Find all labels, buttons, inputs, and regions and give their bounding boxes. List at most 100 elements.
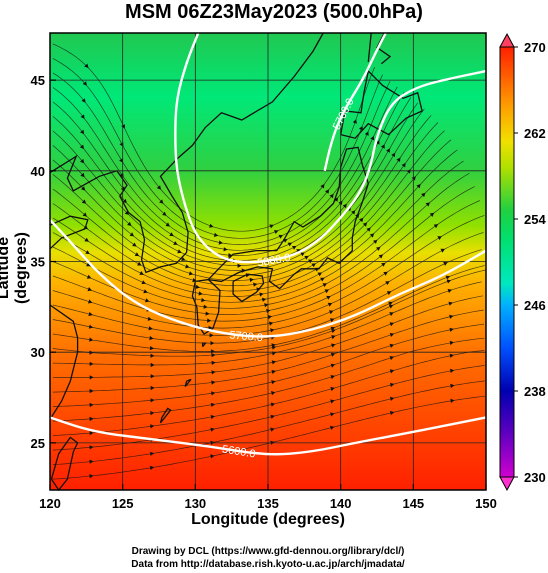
wind-arrow bbox=[389, 322, 394, 327]
wind-arrow bbox=[366, 227, 371, 232]
wind-arrow bbox=[330, 352, 336, 357]
wind-arrow bbox=[149, 465, 155, 470]
wind-arrow bbox=[80, 129, 85, 135]
wind-arrow bbox=[149, 346, 154, 351]
wind-arrow bbox=[84, 63, 89, 68]
wind-arrow bbox=[119, 158, 124, 163]
wind-arrow bbox=[122, 198, 127, 204]
wind-arrow bbox=[165, 222, 170, 227]
streamline bbox=[52, 139, 452, 292]
x-axis-label: Longitude (degrees) bbox=[191, 511, 345, 528]
wind-arrow bbox=[362, 222, 368, 227]
wind-arrow bbox=[389, 396, 395, 401]
contour-line bbox=[49, 218, 487, 338]
wind-arrow bbox=[169, 232, 174, 237]
wind-arrow bbox=[331, 335, 336, 340]
wind-arrow bbox=[89, 459, 94, 464]
wind-arrow bbox=[150, 353, 155, 358]
wind-arrow bbox=[376, 246, 381, 251]
wind-arrow bbox=[389, 356, 394, 361]
streamline bbox=[52, 72, 391, 245]
wind-arrow bbox=[388, 304, 394, 309]
contour-line bbox=[174, 32, 487, 264]
colorbar-tick-label: 270 bbox=[524, 40, 546, 55]
streamline bbox=[52, 43, 375, 232]
streamline bbox=[52, 309, 484, 393]
wind-arrow bbox=[351, 210, 356, 215]
wind-arrow bbox=[87, 287, 92, 292]
wind-arrow bbox=[396, 157, 401, 162]
coastline bbox=[159, 407, 172, 424]
wind-arrow bbox=[84, 237, 89, 242]
wind-arrow bbox=[150, 411, 155, 416]
streamline bbox=[52, 337, 485, 422]
wind-arrow bbox=[210, 414, 215, 420]
contour-line bbox=[323, 32, 387, 172]
coastline bbox=[184, 378, 192, 388]
streamline bbox=[52, 186, 475, 315]
wind-arrow bbox=[271, 369, 276, 375]
wind-arrow bbox=[389, 410, 395, 416]
wind-arrow bbox=[334, 197, 339, 202]
wind-arrow bbox=[150, 374, 155, 379]
wind-arrow bbox=[89, 375, 94, 380]
wind-arrow bbox=[88, 299, 93, 304]
wind-arrow bbox=[287, 242, 293, 247]
y-tick-label: 25 bbox=[31, 436, 45, 451]
wind-arrow bbox=[449, 327, 454, 332]
wind-arrow bbox=[141, 280, 146, 285]
wind-arrow bbox=[150, 398, 155, 403]
wind-arrow bbox=[389, 312, 394, 317]
wind-arrow bbox=[271, 343, 276, 348]
wind-arrow bbox=[89, 388, 94, 394]
wind-arrow bbox=[210, 454, 215, 459]
wind-arrow bbox=[209, 223, 214, 228]
streamline bbox=[52, 102, 418, 266]
wind-arrow bbox=[80, 172, 85, 178]
wind-arrow bbox=[129, 232, 134, 237]
wind-arrow bbox=[330, 412, 335, 417]
wind-arrow bbox=[188, 271, 194, 276]
wind-arrow bbox=[364, 131, 369, 136]
map-title: MSM 06Z23May2023 (500.0hPa) bbox=[125, 1, 423, 23]
wind-arrow bbox=[270, 414, 275, 419]
wind-arrow bbox=[429, 212, 435, 217]
wind-arrow bbox=[85, 250, 90, 254]
wind-arrow bbox=[425, 202, 430, 207]
colorbar-top-arrow bbox=[499, 32, 515, 48]
wind-arrow bbox=[81, 186, 86, 191]
wind-arrow bbox=[207, 318, 212, 323]
wind-arrow bbox=[150, 451, 155, 456]
coastline bbox=[49, 154, 118, 192]
wind-arrow bbox=[269, 321, 274, 326]
wind-arrow bbox=[80, 158, 85, 164]
coastline bbox=[191, 278, 221, 335]
wind-arrow bbox=[198, 291, 203, 296]
colorbar-tick-label: 254 bbox=[524, 212, 546, 227]
wind-arrow bbox=[150, 362, 155, 368]
wind-arrow bbox=[329, 193, 334, 199]
wind-arrow bbox=[203, 304, 208, 309]
wind-arrow bbox=[370, 135, 375, 141]
wind-arrow bbox=[132, 242, 137, 247]
wind-arrow bbox=[317, 272, 322, 277]
streamline bbox=[52, 350, 485, 436]
wind-arrow bbox=[369, 233, 375, 238]
wind-arrow bbox=[237, 263, 242, 268]
wind-arrow bbox=[211, 370, 216, 375]
wind-arrow bbox=[416, 184, 421, 189]
wind-arrow bbox=[86, 274, 92, 279]
wind-arrow bbox=[89, 474, 94, 479]
wind-arrow bbox=[300, 252, 305, 257]
wind-arrow bbox=[373, 239, 378, 244]
coastline bbox=[116, 126, 207, 274]
wind-arrow bbox=[359, 217, 364, 223]
wind-arrow bbox=[278, 234, 283, 239]
credit-line-2: Data from http://database.rish.kyoto-u.a… bbox=[131, 559, 405, 570]
wind-arrow bbox=[304, 255, 309, 260]
wind-arrow bbox=[89, 416, 94, 422]
wind-arrow bbox=[88, 324, 94, 329]
wind-arrow bbox=[185, 264, 190, 269]
wind-arrow bbox=[89, 337, 94, 342]
wind-arrow bbox=[139, 271, 144, 275]
